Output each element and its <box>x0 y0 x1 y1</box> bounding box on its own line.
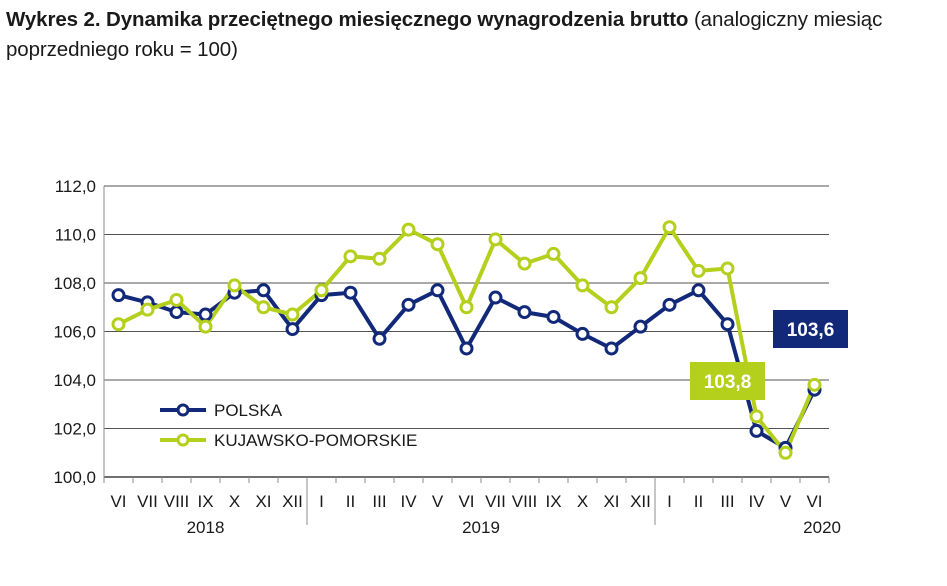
data-point-polska <box>575 326 590 341</box>
y-tick-label: 102,0 <box>53 420 96 439</box>
data-point-kujawsko <box>546 246 561 261</box>
y-tick-label: 108,0 <box>53 274 96 293</box>
data-point-polska <box>343 285 358 300</box>
callout-polska-box <box>773 310 848 348</box>
callout-kujawsko-label: 103,8 <box>704 372 752 393</box>
x-tick-label: VII <box>137 492 158 511</box>
y-tick-label: 104,0 <box>53 371 96 390</box>
data-point-polska <box>401 297 416 312</box>
y-tick-label: 110,0 <box>55 226 96 245</box>
x-tick-label: VI <box>110 492 126 511</box>
data-point-kujawsko <box>401 222 416 237</box>
x-tick-label: VII <box>485 492 506 511</box>
data-point-polska <box>372 331 387 346</box>
x-tick-label: XI <box>255 492 271 511</box>
data-point-kujawsko <box>169 292 184 307</box>
data-point-polska <box>285 322 300 337</box>
data-point-kujawsko <box>198 319 213 334</box>
data-point-polska <box>459 341 474 356</box>
x-tick-label: III <box>372 492 386 511</box>
data-point-polska <box>517 305 532 320</box>
x-tick-label: V <box>780 492 792 511</box>
legend-label-kujawsko: KUJAWSKO-POMORSKIE <box>214 431 417 450</box>
x-tick-label: V <box>432 492 444 511</box>
data-point-kujawsko <box>720 261 735 276</box>
legend-marker-kujawsko <box>176 433 190 447</box>
data-point-polska <box>662 297 677 312</box>
callout-kujawsko-box <box>690 362 765 400</box>
x-tick-label: VIII <box>164 492 190 511</box>
year-label: 2018 <box>187 518 225 537</box>
data-point-polska <box>430 283 445 298</box>
data-point-polska <box>604 341 619 356</box>
data-point-kujawsko <box>227 278 242 293</box>
callout-kujawsko: 103,8 <box>690 362 765 400</box>
x-axis: VI VII VIII IX X XI XII I II III IV V VI VII VIII IX X XI… <box>103 477 841 537</box>
data-point-kujawsko <box>662 220 677 235</box>
year-label: 2020 <box>803 518 841 537</box>
data-point-polska <box>488 290 503 305</box>
gridlines <box>103 185 829 478</box>
year-label: 2019 <box>462 518 500 537</box>
data-point-kujawsko <box>430 237 445 252</box>
data-point-kujawsko <box>372 251 387 266</box>
data-point-kujawsko <box>575 278 590 293</box>
data-point-kujawsko <box>314 283 329 298</box>
data-point-kujawsko <box>691 263 706 278</box>
x-tick-label: VI <box>806 492 822 511</box>
data-point-polska <box>720 317 735 332</box>
x-tick-label: X <box>229 492 240 511</box>
series-layer <box>111 220 822 460</box>
data-point-kujawsko <box>140 302 155 317</box>
y-tick-label: 100,0 <box>53 468 96 487</box>
data-point-kujawsko <box>633 271 648 286</box>
data-point-polska <box>256 283 271 298</box>
data-point-polska <box>691 283 706 298</box>
data-point-polska <box>633 319 648 334</box>
x-tick-label: II <box>694 492 703 511</box>
x-tick-label: IV <box>748 492 765 511</box>
legend-label-polska: POLSKA <box>214 401 283 420</box>
data-point-polska <box>749 423 764 438</box>
data-point-polska <box>169 305 184 320</box>
x-tick-label: XII <box>282 492 303 511</box>
x-tick-label: III <box>720 492 734 511</box>
data-point-kujawsko <box>111 317 126 332</box>
data-point-kujawsko <box>459 300 474 315</box>
x-tick-label: IV <box>400 492 417 511</box>
x-tick-label: X <box>577 492 588 511</box>
data-point-polska <box>546 309 561 324</box>
data-point-kujawsko <box>285 307 300 322</box>
data-point-kujawsko <box>778 445 793 460</box>
y-axis-ticks: 100,0 102,0 104,0 106,0 108,0 110,0 112,0 <box>53 177 96 487</box>
chart-title: Wykres 2. Dynamika przeciętnego miesięcz… <box>6 5 941 65</box>
y-tick-label: 112,0 <box>55 177 96 196</box>
data-point-kujawsko <box>604 300 619 315</box>
x-tick-label: IX <box>197 492 213 511</box>
x-tick-label: XI <box>603 492 619 511</box>
data-point-kujawsko <box>517 256 532 271</box>
legend-marker-polska <box>176 403 190 417</box>
x-tick-label: I <box>667 492 672 511</box>
data-point-kujawsko <box>256 300 271 315</box>
data-point-kujawsko <box>343 249 358 264</box>
data-point-polska <box>198 307 213 322</box>
chart-title-normal: (analogiczny miesiąc poprzedniego roku =… <box>6 8 883 61</box>
x-tick-label: IX <box>545 492 561 511</box>
data-point-kujawsko <box>807 377 822 392</box>
x-tick-label: VIII <box>512 492 538 511</box>
x-tick-label: XII <box>630 492 651 511</box>
data-point-kujawsko <box>488 232 503 247</box>
x-tick-label: I <box>319 492 324 511</box>
x-tick-label: II <box>346 492 355 511</box>
callout-polska: 103,6 <box>773 310 848 348</box>
data-point-polska <box>111 288 126 303</box>
data-point-kujawsko <box>749 409 764 424</box>
x-tick-label: VI <box>458 492 474 511</box>
chart-title-bold: Wykres 2. Dynamika przeciętnego miesięcz… <box>6 8 689 31</box>
callout-polska-label: 103,6 <box>787 320 835 341</box>
y-tick-label: 106,0 <box>53 323 96 342</box>
legend: POLSKA KUJAWSKO-POMORSKIE <box>160 401 417 450</box>
